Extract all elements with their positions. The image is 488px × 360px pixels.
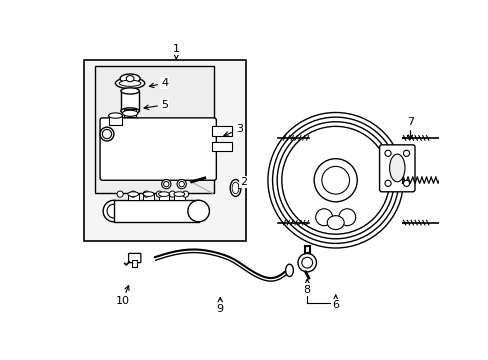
Ellipse shape xyxy=(143,191,149,197)
Ellipse shape xyxy=(338,209,355,226)
Text: 4: 4 xyxy=(149,78,168,88)
Ellipse shape xyxy=(107,204,121,218)
Ellipse shape xyxy=(389,154,404,182)
Ellipse shape xyxy=(156,191,162,197)
Bar xyxy=(212,126,231,136)
Text: 6: 6 xyxy=(331,295,339,310)
Ellipse shape xyxy=(100,127,114,141)
Ellipse shape xyxy=(315,209,332,226)
Ellipse shape xyxy=(127,192,138,197)
Circle shape xyxy=(403,150,409,156)
Ellipse shape xyxy=(230,180,241,197)
Ellipse shape xyxy=(163,181,169,187)
Ellipse shape xyxy=(169,191,175,197)
Ellipse shape xyxy=(285,264,293,276)
Text: 10: 10 xyxy=(115,285,129,306)
Circle shape xyxy=(384,180,390,186)
Bar xyxy=(132,260,137,266)
Bar xyxy=(95,66,214,193)
Circle shape xyxy=(267,112,403,248)
Circle shape xyxy=(313,159,357,202)
Ellipse shape xyxy=(122,110,138,116)
Bar xyxy=(108,116,122,125)
Ellipse shape xyxy=(102,130,111,139)
Ellipse shape xyxy=(103,200,124,222)
Circle shape xyxy=(321,166,349,194)
Ellipse shape xyxy=(126,76,134,82)
Text: 3: 3 xyxy=(224,125,243,136)
Bar xyxy=(212,142,231,151)
Text: 9: 9 xyxy=(216,297,224,314)
Circle shape xyxy=(297,253,316,272)
Ellipse shape xyxy=(174,192,184,197)
Ellipse shape xyxy=(182,191,188,197)
FancyBboxPatch shape xyxy=(100,118,216,180)
Ellipse shape xyxy=(158,192,169,197)
Ellipse shape xyxy=(115,78,144,89)
Ellipse shape xyxy=(121,108,139,114)
Bar xyxy=(123,109,136,117)
Circle shape xyxy=(277,122,393,239)
Ellipse shape xyxy=(130,191,136,197)
Ellipse shape xyxy=(177,180,186,189)
Ellipse shape xyxy=(179,181,184,187)
Bar xyxy=(174,194,184,200)
Text: 8: 8 xyxy=(303,279,310,294)
FancyBboxPatch shape xyxy=(128,253,141,263)
Ellipse shape xyxy=(117,191,123,197)
Ellipse shape xyxy=(120,74,140,83)
Bar xyxy=(158,194,169,200)
Text: 1: 1 xyxy=(172,44,180,59)
Text: 5: 5 xyxy=(144,100,168,110)
Ellipse shape xyxy=(121,88,139,94)
Text: 7: 7 xyxy=(406,117,413,139)
Circle shape xyxy=(301,257,312,268)
Text: 2: 2 xyxy=(238,177,246,189)
Circle shape xyxy=(281,126,389,234)
Ellipse shape xyxy=(187,200,209,222)
Ellipse shape xyxy=(108,113,122,118)
FancyBboxPatch shape xyxy=(379,145,414,192)
Ellipse shape xyxy=(326,216,344,230)
Bar xyxy=(114,200,198,222)
Bar xyxy=(84,60,245,241)
Bar xyxy=(127,194,138,200)
Circle shape xyxy=(384,150,390,156)
Circle shape xyxy=(272,117,398,243)
Ellipse shape xyxy=(232,182,239,194)
Ellipse shape xyxy=(162,180,171,189)
Ellipse shape xyxy=(119,80,141,86)
Bar xyxy=(121,91,139,111)
Bar xyxy=(143,194,154,200)
Circle shape xyxy=(403,180,409,186)
Ellipse shape xyxy=(143,192,154,197)
